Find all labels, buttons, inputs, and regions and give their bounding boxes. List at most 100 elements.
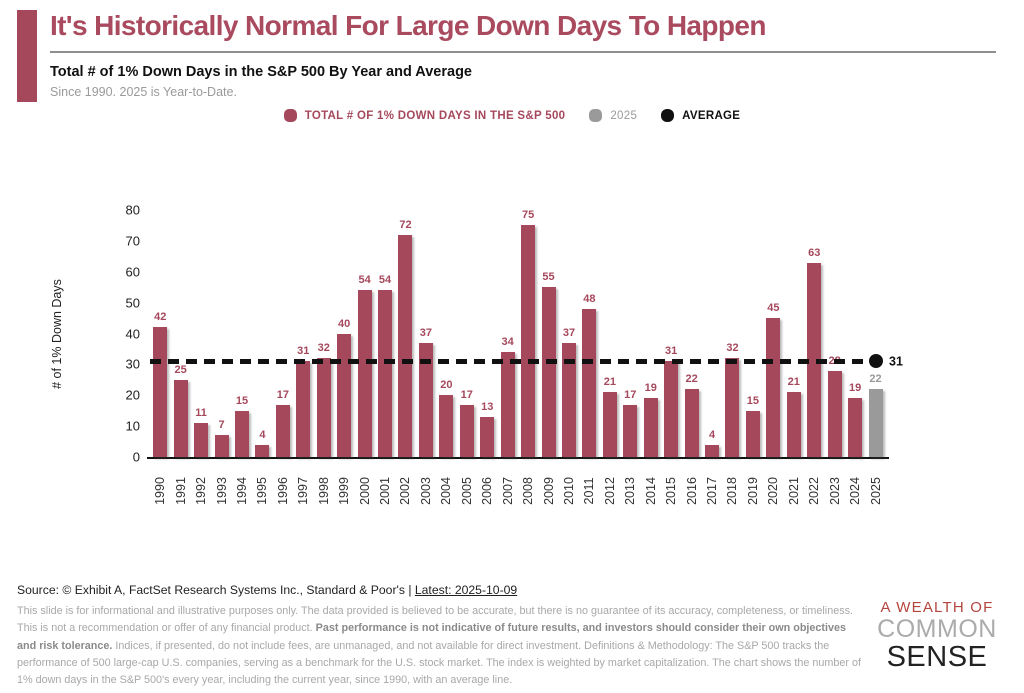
bar-value-label: 17 xyxy=(460,388,473,401)
chart-note: Since 1990. 2025 is Year-to-Date. xyxy=(50,85,237,99)
bar-slot: 32 2018 xyxy=(722,210,742,505)
bar-slot: 19 2014 xyxy=(641,210,661,505)
bar-value-label: 72 xyxy=(399,218,412,231)
bar-1993 xyxy=(214,435,229,457)
disclaimer-bold-text: Past performance is not indicative of fu… xyxy=(17,622,847,652)
bar-slot: 22 2025 xyxy=(865,210,885,505)
logo: A WEALTH OF COMMON SENSE xyxy=(866,600,1008,672)
bar-1991 xyxy=(173,379,188,457)
gray-swatch-icon xyxy=(589,109,603,122)
bar-value-label: 22 xyxy=(869,373,882,386)
y-axis-title: # of 1% Down Days xyxy=(50,278,64,389)
bar-slot: 37 2010 xyxy=(559,210,579,505)
bar-value-label: 11 xyxy=(195,407,207,420)
source-line: Source: © Exhibit A, FactSet Research Sy… xyxy=(17,583,517,597)
y-tick-label: 50 xyxy=(125,295,140,311)
bar-value-label: 75 xyxy=(521,209,535,222)
bar-1999 xyxy=(337,333,352,457)
average-dot-icon xyxy=(869,354,883,369)
disclaimer-text: Indices, if presented, do not include fe… xyxy=(17,639,861,687)
bar-slot: 54 2000 xyxy=(354,210,374,505)
x-axis-label: 2010 xyxy=(561,477,576,505)
bar-slot: 55 2009 xyxy=(538,210,558,505)
bar-value-label: 45 xyxy=(767,302,780,315)
bar-2009 xyxy=(541,287,556,457)
bar-slot: 7 1993 xyxy=(211,210,231,505)
x-axis-label: 2000 xyxy=(357,477,372,505)
bar-slot: 17 2013 xyxy=(620,210,640,505)
legend-label: AVERAGE xyxy=(682,109,741,122)
bar-2018 xyxy=(725,358,740,457)
bar-value-label: 22 xyxy=(685,373,698,386)
x-axis-label: 1992 xyxy=(194,477,209,505)
x-axis-label: 2004 xyxy=(439,477,454,505)
bar-slot: 25 1991 xyxy=(170,210,190,505)
bar-slot: 15 2019 xyxy=(743,210,763,505)
disclaimer-text: This slide is for informational and illu… xyxy=(17,605,853,635)
x-axis-label: 2025 xyxy=(868,477,883,505)
bar-slot: 4 1995 xyxy=(252,210,272,505)
legend-item-down-days: TOTAL # OF 1% DOWN DAYS IN THE S&P 500 xyxy=(283,109,566,122)
bar-2003 xyxy=(418,342,433,457)
legend: TOTAL # OF 1% DOWN DAYS IN THE S&P 500 2… xyxy=(0,109,1024,122)
x-axis-label: 2012 xyxy=(602,477,617,505)
bar-slot: 22 2016 xyxy=(681,210,701,505)
bar-slot: 31 2015 xyxy=(661,210,681,505)
bar-slot: 31 1997 xyxy=(293,210,313,505)
bar-2019 xyxy=(745,410,760,457)
bar-2020 xyxy=(766,318,781,457)
x-axis-label: 2020 xyxy=(766,477,781,505)
x-axis-label: 2019 xyxy=(745,477,760,505)
x-axis-label: 1995 xyxy=(255,477,270,505)
black-dot-icon xyxy=(661,109,675,122)
x-axis-label: 2018 xyxy=(725,477,740,505)
bar-value-label: 19 xyxy=(848,382,862,395)
bar-2004 xyxy=(439,395,454,457)
bar-value-label: 55 xyxy=(542,271,555,284)
bar-value-label: 63 xyxy=(808,246,821,259)
x-axis-label: 1998 xyxy=(316,477,331,505)
bar-value-label: 7 xyxy=(218,419,225,432)
source-text: Source: © Exhibit A, FactSet Research Sy… xyxy=(17,583,415,597)
x-axis-label: 2017 xyxy=(705,477,720,505)
bar-2008 xyxy=(521,225,536,457)
bar-slot: 17 2005 xyxy=(457,210,477,505)
x-axis-label: 1993 xyxy=(214,477,229,505)
bar-slot: 42 1990 xyxy=(150,210,170,505)
bar-slot: 37 2003 xyxy=(416,210,436,505)
x-axis-label: 1997 xyxy=(296,477,311,505)
legend-label: TOTAL # OF 1% DOWN DAYS IN THE S&P 500 xyxy=(304,109,566,122)
bar-slot: 32 1998 xyxy=(314,210,334,505)
bar-value-label: 48 xyxy=(583,292,596,305)
bar-slot: 11 1992 xyxy=(191,210,211,505)
x-axis-label: 2008 xyxy=(521,477,536,505)
bar-slot: 34 2007 xyxy=(497,210,517,505)
bar-2017 xyxy=(705,444,720,457)
x-axis-label: 2015 xyxy=(664,477,679,505)
bar-2015 xyxy=(664,361,679,457)
bar-value-label: 4 xyxy=(259,428,266,441)
y-tick-label: 40 xyxy=(125,326,140,341)
page-title: It's Historically Normal For Large Down … xyxy=(50,10,766,41)
bar-slot: 45 2020 xyxy=(763,210,783,505)
bar-value-label: 17 xyxy=(624,388,637,401)
x-axis-label: 2013 xyxy=(623,477,638,505)
bar-value-label: 13 xyxy=(481,400,494,413)
bar-value-label: 15 xyxy=(235,394,249,407)
latest-date-link[interactable]: Latest: 2025-10-09 xyxy=(414,583,518,597)
bar-slot: 63 2022 xyxy=(804,210,824,505)
bar-value-label: 54 xyxy=(358,274,371,287)
bar-2016 xyxy=(684,389,699,457)
bar-slot: 21 2021 xyxy=(784,210,804,505)
x-axis-label: 2002 xyxy=(398,477,413,505)
bar-value-label: 42 xyxy=(154,311,167,324)
bar-value-label: 37 xyxy=(562,326,576,339)
average-line: 31 xyxy=(150,354,903,369)
title-divider xyxy=(50,51,996,53)
accent-bar xyxy=(17,10,37,102)
disclaimer: This slide is for informational and illu… xyxy=(17,603,865,689)
x-axis-label: 2009 xyxy=(541,477,556,505)
x-axis-label: 2021 xyxy=(786,477,801,505)
legend-item-2025: 2025 xyxy=(589,109,637,122)
